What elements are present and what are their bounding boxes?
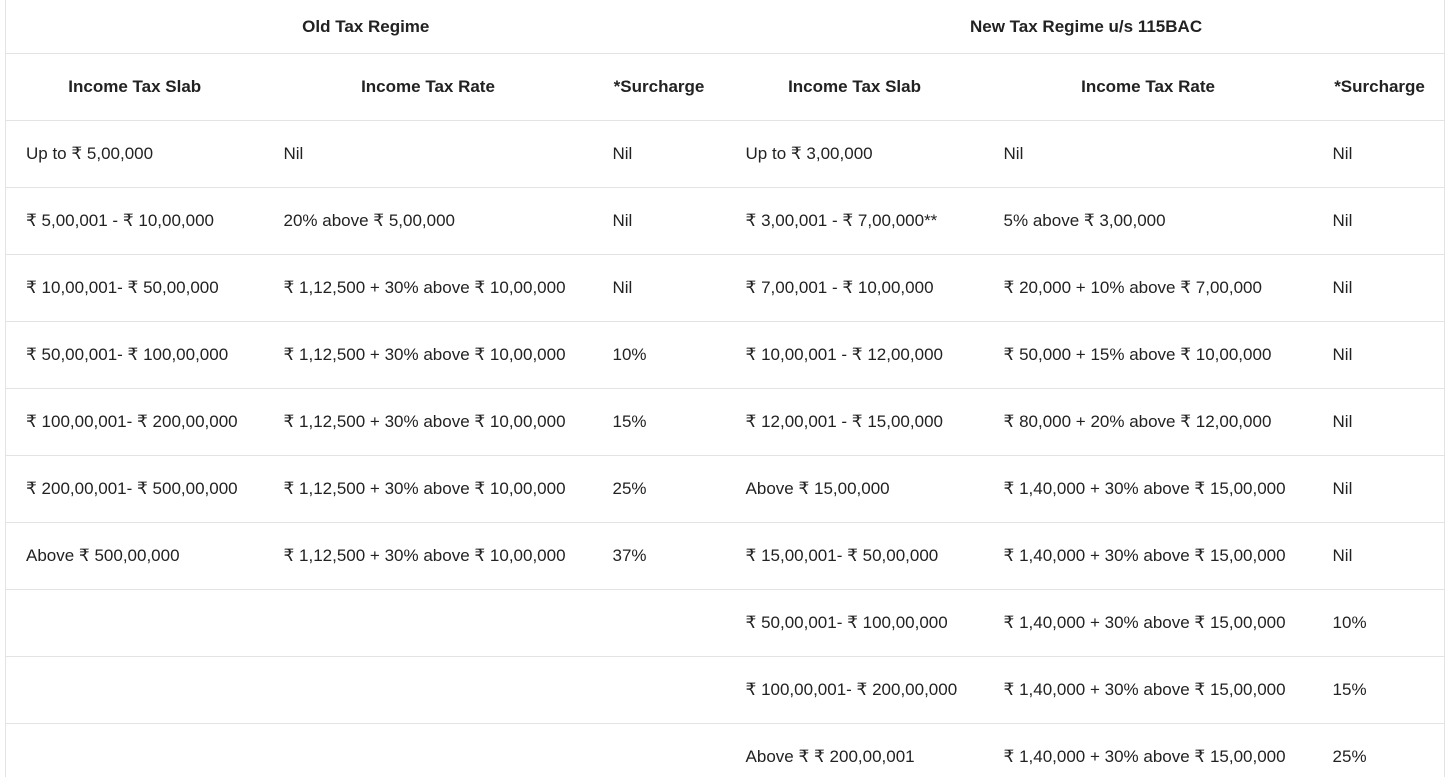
old-slab-cell: ₹ 10,00,001- ₹ 50,00,000 <box>5 254 264 322</box>
column-header-row: Income Tax Slab Income Tax Rate *Surchar… <box>5 53 1445 121</box>
table-row: ₹ 10,00,001- ₹ 50,00,000 ₹ 1,12,500 + 30… <box>5 254 1445 322</box>
regime-header-row: Old Tax Regime New Tax Regime u/s 115BAC <box>5 0 1445 54</box>
old-surcharge-cell: 15% <box>592 388 726 456</box>
old-surcharge-cell <box>592 723 726 777</box>
table-row: ₹ 5,00,001 - ₹ 10,00,000 20% above ₹ 5,0… <box>5 187 1445 255</box>
new-regime-heading: New Tax Regime u/s 115BAC <box>725 0 1445 54</box>
new-rate-cell: ₹ 1,40,000 + 30% above ₹ 15,00,000 <box>983 589 1313 657</box>
new-slab-cell: Up to ₹ 3,00,000 <box>725 120 984 188</box>
old-rate-cell: ₹ 1,12,500 + 30% above ₹ 10,00,000 <box>263 321 593 389</box>
old-slab-cell <box>5 656 264 724</box>
new-surcharge-cell: Nil <box>1312 321 1445 389</box>
table-row: ₹ 100,00,001- ₹ 200,00,000 ₹ 1,40,000 + … <box>5 656 1445 724</box>
old-surcharge-cell: 25% <box>592 455 726 523</box>
old-regime-heading: Old Tax Regime <box>5 0 726 54</box>
old-rate-cell: Nil <box>263 120 593 188</box>
old-slab-cell: Above ₹ 500,00,000 <box>5 522 264 590</box>
new-surcharge-header: *Surcharge <box>1312 53 1445 121</box>
table-row: ₹ 50,00,001- ₹ 100,00,000 ₹ 1,40,000 + 3… <box>5 589 1445 657</box>
old-slab-cell <box>5 723 264 777</box>
old-surcharge-cell: Nil <box>592 254 726 322</box>
old-rate-cell: ₹ 1,12,500 + 30% above ₹ 10,00,000 <box>263 388 593 456</box>
table-row: Up to ₹ 5,00,000 Nil Nil Up to ₹ 3,00,00… <box>5 120 1445 188</box>
tax-comparison-table-wrapper: Old Tax Regime New Tax Regime u/s 115BAC… <box>5 0 1445 777</box>
old-surcharge-cell: Nil <box>592 187 726 255</box>
new-rate-cell: 5% above ₹ 3,00,000 <box>983 187 1313 255</box>
old-surcharge-cell: 37% <box>592 522 726 590</box>
new-slab-cell: ₹ 100,00,001- ₹ 200,00,000 <box>725 656 984 724</box>
old-slab-cell <box>5 589 264 657</box>
new-surcharge-cell: Nil <box>1312 455 1445 523</box>
new-rate-cell: ₹ 1,40,000 + 30% above ₹ 15,00,000 <box>983 455 1313 523</box>
old-surcharge-cell: Nil <box>592 120 726 188</box>
new-slab-cell: ₹ 50,00,001- ₹ 100,00,000 <box>725 589 984 657</box>
new-rate-cell: ₹ 20,000 + 10% above ₹ 7,00,000 <box>983 254 1313 322</box>
old-slab-cell: Up to ₹ 5,00,000 <box>5 120 264 188</box>
old-rate-cell: ₹ 1,12,500 + 30% above ₹ 10,00,000 <box>263 455 593 523</box>
new-surcharge-cell: 15% <box>1312 656 1445 724</box>
new-slab-cell: Above ₹ ₹ 200,00,001 <box>725 723 984 777</box>
old-slab-cell: ₹ 100,00,001- ₹ 200,00,000 <box>5 388 264 456</box>
new-surcharge-cell: Nil <box>1312 522 1445 590</box>
new-rate-header: Income Tax Rate <box>983 53 1313 121</box>
new-slab-cell: ₹ 7,00,001 - ₹ 10,00,000 <box>725 254 984 322</box>
old-rate-cell: ₹ 1,12,500 + 30% above ₹ 10,00,000 <box>263 254 593 322</box>
old-rate-cell <box>263 656 593 724</box>
new-surcharge-cell: Nil <box>1312 388 1445 456</box>
new-surcharge-cell: 10% <box>1312 589 1445 657</box>
new-slab-cell: ₹ 3,00,001 - ₹ 7,00,000** <box>725 187 984 255</box>
old-rate-header: Income Tax Rate <box>263 53 593 121</box>
new-rate-cell: Nil <box>983 120 1313 188</box>
old-slab-cell: ₹ 50,00,001- ₹ 100,00,000 <box>5 321 264 389</box>
new-surcharge-cell: 25% <box>1312 723 1445 777</box>
old-surcharge-cell <box>592 656 726 724</box>
new-surcharge-cell: Nil <box>1312 187 1445 255</box>
table-row: ₹ 200,00,001- ₹ 500,00,000 ₹ 1,12,500 + … <box>5 455 1445 523</box>
table-row: Above ₹ ₹ 200,00,001 ₹ 1,40,000 + 30% ab… <box>5 723 1445 777</box>
old-rate-cell <box>263 723 593 777</box>
new-rate-cell: ₹ 1,40,000 + 30% above ₹ 15,00,000 <box>983 656 1313 724</box>
old-rate-cell: 20% above ₹ 5,00,000 <box>263 187 593 255</box>
new-rate-cell: ₹ 50,000 + 15% above ₹ 10,00,000 <box>983 321 1313 389</box>
new-rate-cell: ₹ 1,40,000 + 30% above ₹ 15,00,000 <box>983 723 1313 777</box>
new-surcharge-cell: Nil <box>1312 120 1445 188</box>
new-slab-cell: ₹ 10,00,001 - ₹ 12,00,000 <box>725 321 984 389</box>
old-surcharge-header: *Surcharge <box>592 53 726 121</box>
table-row: ₹ 50,00,001- ₹ 100,00,000 ₹ 1,12,500 + 3… <box>5 321 1445 389</box>
table-row: Above ₹ 500,00,000 ₹ 1,12,500 + 30% abov… <box>5 522 1445 590</box>
new-slab-cell: ₹ 12,00,001 - ₹ 15,00,000 <box>725 388 984 456</box>
old-slab-cell: ₹ 5,00,001 - ₹ 10,00,000 <box>5 187 264 255</box>
old-rate-cell <box>263 589 593 657</box>
new-rate-cell: ₹ 80,000 + 20% above ₹ 12,00,000 <box>983 388 1313 456</box>
old-surcharge-cell <box>592 589 726 657</box>
new-rate-cell: ₹ 1,40,000 + 30% above ₹ 15,00,000 <box>983 522 1313 590</box>
new-slab-cell: Above ₹ 15,00,000 <box>725 455 984 523</box>
table-right-border <box>1444 0 1445 777</box>
table-row: ₹ 100,00,001- ₹ 200,00,000 ₹ 1,12,500 + … <box>5 388 1445 456</box>
new-slab-header: Income Tax Slab <box>725 53 984 121</box>
old-slab-cell: ₹ 200,00,001- ₹ 500,00,000 <box>5 455 264 523</box>
old-surcharge-cell: 10% <box>592 321 726 389</box>
new-surcharge-cell: Nil <box>1312 254 1445 322</box>
old-rate-cell: ₹ 1,12,500 + 30% above ₹ 10,00,000 <box>263 522 593 590</box>
new-slab-cell: ₹ 15,00,001- ₹ 50,00,000 <box>725 522 984 590</box>
tax-regime-table: Old Tax Regime New Tax Regime u/s 115BAC… <box>5 0 1445 777</box>
old-slab-header: Income Tax Slab <box>5 53 264 121</box>
